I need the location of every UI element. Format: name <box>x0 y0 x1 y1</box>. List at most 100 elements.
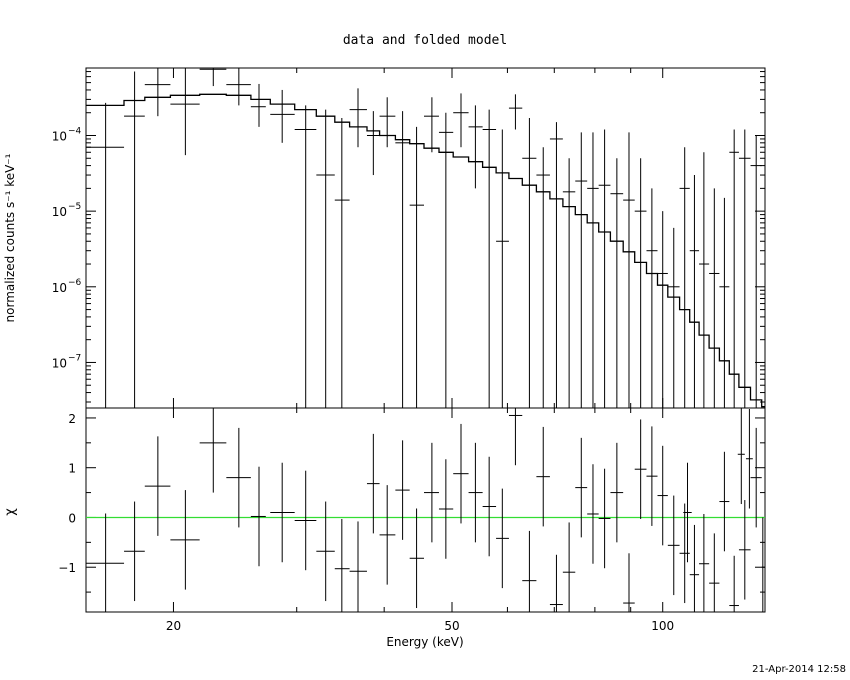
spectrum-data-point <box>438 112 454 408</box>
residual-data-point <box>646 426 658 526</box>
residual-data-point <box>689 524 700 612</box>
y-tick-label: 1 <box>68 462 76 476</box>
y-tick-label: 10 <box>52 281 67 295</box>
chart-title: data and folded model <box>343 33 507 48</box>
spectrum-data-point <box>334 118 350 408</box>
y-tick-label: 0 <box>68 511 76 525</box>
residual-panel: −1 0 1 2 20 50 100 <box>58 407 766 633</box>
spectrum-data-point <box>522 118 537 408</box>
residual-data-point <box>549 554 563 612</box>
spectrum-data-point <box>409 126 424 408</box>
residual-data-point <box>761 517 765 612</box>
residual-data-point <box>226 427 251 528</box>
residual-data-point <box>86 513 125 612</box>
spectrum-data-point <box>423 97 439 153</box>
spectrum-data-point <box>250 83 266 127</box>
spectrum-data-point <box>482 109 497 408</box>
residual-data-point <box>699 513 710 612</box>
spectrum-data-point <box>667 227 680 408</box>
residual-data-point <box>709 533 720 612</box>
residual-data-point <box>438 459 454 559</box>
residual-data-point <box>294 470 317 571</box>
spectrum-data-point <box>738 129 751 408</box>
residual-data-point <box>719 451 730 552</box>
residual-y-axis-label: χ <box>3 508 18 516</box>
y-tick-label: 2 <box>68 412 76 426</box>
residual-data-point <box>657 445 668 546</box>
residual-data-point <box>737 408 745 505</box>
spectrum-data-point <box>124 71 145 408</box>
energy-tick-labels: 20 50 100 <box>166 619 674 633</box>
residual-data-point <box>482 456 497 557</box>
x-tick-label: 50 <box>444 619 459 633</box>
spectrum-data-point <box>496 129 509 408</box>
residual-data-point <box>468 442 483 543</box>
spectrum-data-point <box>575 132 588 408</box>
residual-data-point <box>379 485 396 585</box>
residual-data-point <box>634 419 647 519</box>
spectrum-data-point <box>598 129 611 408</box>
spectrum-data-point <box>536 147 550 408</box>
spectrum-data-point <box>508 94 523 130</box>
x-axis-label: Energy (keV) <box>386 635 463 649</box>
residual-data-points <box>86 408 765 612</box>
residual-data-point <box>667 495 680 596</box>
spectrum-axis-ticks <box>86 68 765 408</box>
spectrum-data-point <box>699 152 710 408</box>
spectrum-data-point <box>719 197 730 408</box>
spectrum-data-point <box>634 158 647 408</box>
residual-data-point <box>683 462 692 563</box>
residual-data-point <box>316 501 335 602</box>
spectrum-data-point <box>453 93 469 148</box>
spectrum-data-point <box>646 188 658 408</box>
residual-data-point <box>409 508 424 609</box>
spectrum-y-axis-label: normalized counts s⁻¹ keV⁻¹ <box>3 153 17 322</box>
spectrum-data-point <box>623 132 635 408</box>
residual-data-point <box>729 555 739 612</box>
residual-data-point <box>349 521 367 612</box>
spectrum-data-point <box>395 111 410 408</box>
spectrum-y-tick-labels: 10−710−610−510−4 <box>52 126 82 370</box>
spectrum-data-point <box>199 68 227 87</box>
residual-data-point <box>536 426 550 527</box>
y-tick-exponent: −4 <box>68 126 82 136</box>
y-tick-exponent: −5 <box>68 202 81 212</box>
spectrum-data-point <box>709 188 720 408</box>
y-tick-label: −1 <box>58 561 76 575</box>
residual-data-point <box>144 436 171 536</box>
x-tick-label: 100 <box>651 619 674 633</box>
residual-data-point <box>366 433 380 534</box>
spectrum-data-point <box>587 132 599 408</box>
x-tick-label: 20 <box>166 619 181 633</box>
spectrum-data-point <box>689 175 700 408</box>
spectrum-data-point <box>468 105 483 189</box>
residual-data-point <box>270 462 295 563</box>
spectrum-data-point <box>170 68 200 156</box>
spectrum-data-point <box>366 111 380 176</box>
residual-y-tick-labels: −1 0 1 2 <box>58 412 76 575</box>
y-tick-exponent: −6 <box>68 278 82 288</box>
residual-data-point <box>575 437 588 538</box>
folded-model-step-line <box>86 93 765 408</box>
y-tick-exponent: −7 <box>68 353 81 363</box>
spectrum-data-point <box>316 109 335 408</box>
y-tick-label: 10 <box>52 205 67 219</box>
spectrum-data-point <box>379 97 396 148</box>
spectrum-data-point <box>729 129 739 408</box>
spectrum-data-point <box>750 135 762 408</box>
residual-data-point <box>679 503 690 604</box>
residual-data-point <box>199 408 227 493</box>
residual-data-point <box>745 408 753 509</box>
residual-data-point <box>598 468 611 569</box>
residual-data-point <box>423 442 439 543</box>
spectrum-data-point <box>679 147 690 408</box>
residual-data-point <box>250 466 266 567</box>
residual-data-point <box>522 530 537 612</box>
spectrum-data-point <box>610 158 624 408</box>
spectrum-data-point <box>349 88 367 148</box>
residual-data-point <box>496 488 509 589</box>
residual-data-point <box>738 500 751 600</box>
residual-panel-frame <box>85 407 766 613</box>
timestamp: 21-Apr-2014 12:58 <box>752 664 846 675</box>
